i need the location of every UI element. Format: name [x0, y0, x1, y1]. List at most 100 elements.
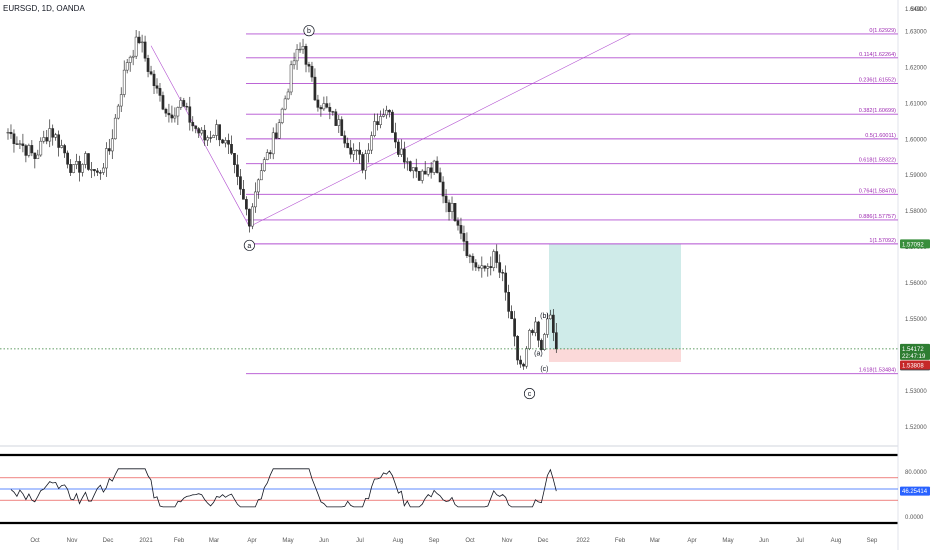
wave-label: (a) — [534, 351, 543, 358]
time-tick-label: Aug — [831, 538, 842, 544]
candle-body — [525, 348, 528, 367]
candle-body — [152, 73, 156, 86]
candle-body — [295, 49, 299, 62]
candle-body — [370, 135, 373, 151]
time-tick-label: Sep — [429, 538, 440, 544]
candle-body — [501, 272, 505, 274]
candle-body — [537, 321, 540, 341]
candle-body — [271, 132, 275, 155]
candle-body — [489, 266, 493, 268]
position-target-zone[interactable] — [549, 243, 681, 349]
price-tick-label: 1.53000 — [905, 389, 927, 395]
candle-body — [30, 145, 34, 154]
candle-body — [69, 164, 72, 173]
candle-body — [15, 143, 19, 145]
rsi-tick-label: 0.0000 — [905, 515, 924, 521]
candle-body — [256, 179, 260, 193]
candle-body — [307, 64, 311, 67]
candle-body — [27, 145, 31, 156]
price-tick-label: 1.60000 — [905, 137, 927, 143]
candle-body — [498, 262, 502, 273]
candle-body — [268, 152, 272, 155]
candle-body — [546, 318, 549, 335]
candle-body — [471, 256, 475, 263]
time-tick-label: Nov — [502, 538, 513, 544]
candle-body — [33, 152, 37, 159]
candle-body — [259, 170, 263, 181]
candle-body — [373, 121, 376, 136]
candle-body — [60, 145, 63, 148]
wave-label-circle — [303, 25, 315, 37]
candle-body — [182, 100, 186, 107]
trend-line[interactable] — [150, 45, 250, 227]
candle-body — [116, 105, 120, 119]
time-tick-label: Aug — [393, 538, 404, 544]
candle-body — [39, 140, 43, 156]
candle-body — [51, 128, 55, 138]
time-tick-label: Dec — [103, 538, 114, 544]
time-tick-label: May — [722, 538, 733, 544]
candle-body — [99, 172, 102, 174]
candle-body — [242, 188, 245, 200]
candle-body — [72, 164, 75, 173]
candle-body — [286, 91, 290, 100]
rsi-series-line[interactable] — [10, 468, 557, 508]
candle-body — [411, 167, 415, 172]
candle-body — [84, 153, 87, 165]
candle-body — [155, 85, 159, 89]
time-tick-label: Dec — [538, 538, 549, 544]
candle-body — [78, 161, 81, 173]
candle-body — [450, 202, 454, 213]
rsi-value-tag-bg — [900, 486, 930, 496]
candle-body — [48, 128, 52, 142]
candle-body — [513, 318, 516, 337]
candle-body — [239, 176, 242, 190]
candle-body — [262, 159, 266, 171]
candle-body — [352, 150, 356, 155]
wave-label: b — [307, 28, 311, 35]
trend-line[interactable] — [249, 33, 631, 227]
rsi-pane[interactable] — [0, 468, 898, 508]
candle-body — [251, 206, 254, 227]
candle-body — [343, 135, 347, 144]
candle-body — [122, 69, 126, 95]
time-tick-label: Jul — [796, 538, 804, 544]
candle-body — [245, 199, 248, 210]
candle-body — [453, 202, 457, 221]
wave-label: (c) — [540, 366, 548, 373]
candle-body — [113, 117, 117, 140]
candle-body — [265, 152, 269, 160]
candle-body — [131, 55, 135, 58]
candle-body — [191, 122, 195, 127]
candle-body — [322, 103, 326, 110]
candle-body — [507, 292, 510, 312]
time-tick-label: Mar — [650, 538, 660, 544]
last-price-tag-bg — [900, 343, 930, 360]
candle-body — [551, 314, 555, 333]
price-tick-label: 1.56000 — [905, 281, 927, 287]
candle-body — [522, 363, 525, 367]
candle-body — [230, 144, 233, 154]
candle-body — [355, 149, 359, 152]
price-tick-label: 1.58000 — [905, 209, 927, 215]
candle-body — [367, 149, 370, 155]
fib-level-label: 0.618(1.59322) — [859, 158, 896, 164]
candle-body — [438, 172, 442, 183]
position-stop-zone[interactable] — [549, 348, 681, 362]
fib-level-label: 1.618(1.53484) — [859, 368, 896, 374]
candle-body — [206, 137, 210, 141]
price-pane[interactable]: 0(1.62929) 0.114(1.62264) 0.236(1.61552) 0.… — [0, 25, 898, 400]
price-tick-label: 1.63000 — [905, 29, 927, 35]
fib-level-label: 1(1.57092) — [869, 238, 896, 244]
candle-body — [340, 119, 344, 136]
candle-body — [253, 191, 257, 208]
candle-body — [495, 251, 499, 263]
candle-body — [143, 41, 147, 59]
candle-body — [480, 265, 484, 269]
time-tick-label: Mar — [209, 538, 219, 544]
candle-body — [504, 272, 508, 293]
time-tick-label: Apr — [247, 538, 256, 544]
candle-body — [104, 148, 108, 169]
